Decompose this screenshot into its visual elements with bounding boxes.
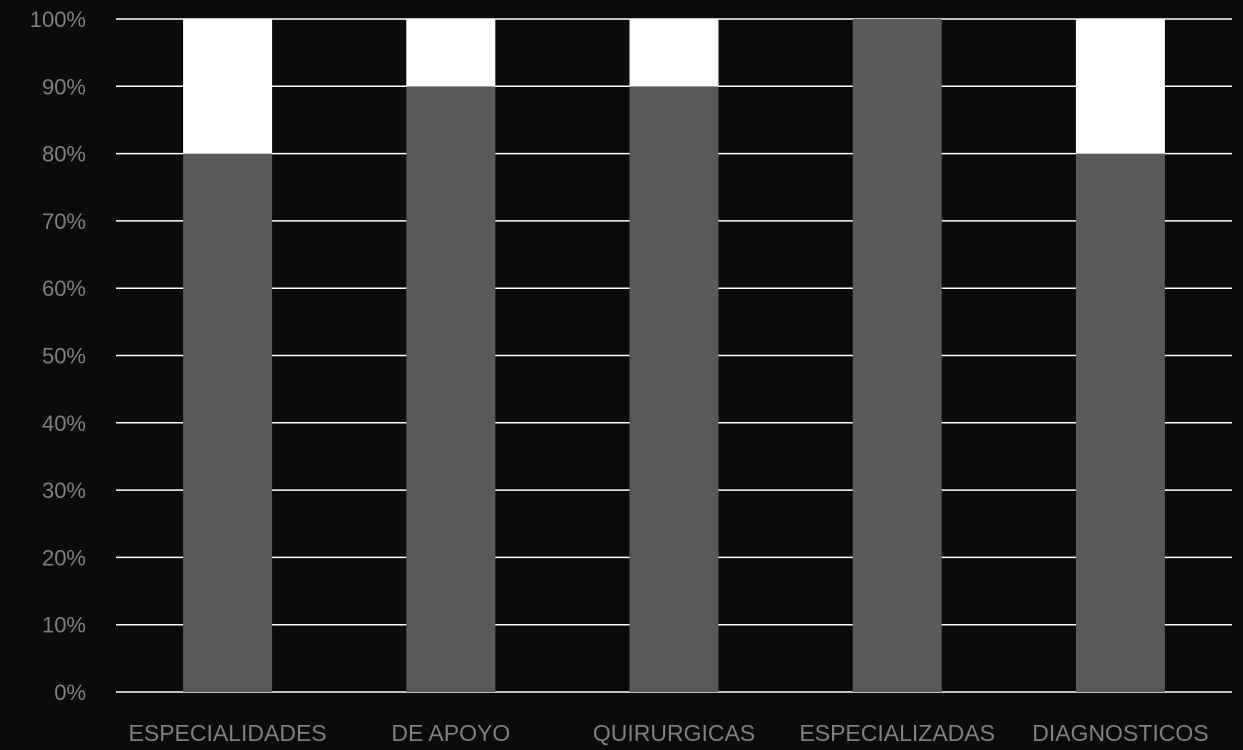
y-tick-label: 60% [42,276,86,301]
bar-segment-primary-quirurgicas [629,86,719,693]
bar-segment-secondary-diagnosticos [1075,19,1165,154]
x-category-label: ESPECIALIZADAS [799,720,995,746]
bars [183,19,1165,693]
y-axis-tick-labels: 0% 10% 20% 30% 40% 50% 60% 70% 80% 90% 100% [30,7,86,705]
y-tick-label: 30% [42,478,86,503]
y-tick-label: 50% [42,344,86,369]
bar-segment-secondary-quirurgicas [629,19,719,87]
bar-segment-primary-especialidades [183,153,273,693]
x-category-label: DIAGNOSTICOS [1032,720,1208,746]
y-tick-label: 100% [30,7,86,32]
y-tick-label: 80% [42,142,86,167]
y-tick-label: 40% [42,411,86,436]
y-tick-label: 70% [42,209,86,234]
bar-segment-primary-de-apoyo [406,86,496,693]
y-tick-label: 90% [42,74,86,99]
bar-segment-primary-diagnosticos [1075,153,1165,693]
y-tick-label: 10% [42,613,86,638]
x-axis-category-labels: ESPECIALIDADES DE APOYO QUIRURGICAS ESPECIA… [129,720,1209,746]
bar-segment-secondary-de-apoyo [406,19,496,87]
bar-segment-primary-especializadas [852,19,942,692]
y-tick-label: 20% [42,545,86,570]
x-category-label: ESPECIALIDADES [129,720,327,746]
x-category-label: QUIRURGICAS [593,720,755,746]
x-category-label: DE APOYO [391,720,510,746]
bar-segment-secondary-especialidades [183,19,273,154]
y-tick-label: 0% [54,680,86,705]
